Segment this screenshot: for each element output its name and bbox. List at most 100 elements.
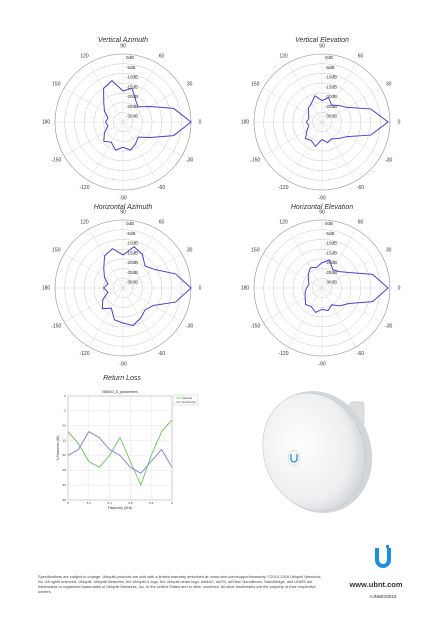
- radial-tick-label: -20dB: [126, 260, 138, 265]
- angle-tick-label: -60: [158, 185, 165, 191]
- angle-tick-label: 180: [241, 285, 250, 291]
- angle-tick-label: -150: [51, 157, 61, 163]
- y-tick-label: -15: [62, 438, 67, 442]
- y-tick-label: -20: [62, 453, 67, 457]
- angle-tick-label: -90: [318, 195, 325, 201]
- grid-spoke: [322, 229, 356, 288]
- page: Return LossNBE5G_S_parameters-35-30-25-2…: [0, 0, 433, 620]
- y-tick-label: -30: [62, 483, 67, 487]
- angle-tick-label: -150: [51, 323, 61, 329]
- angle-tick-label: 60: [358, 220, 364, 226]
- chart-title: Return Loss: [103, 375, 141, 382]
- angle-tick-label: 0: [398, 119, 401, 125]
- product-image: [246, 376, 389, 529]
- y-tick-label: -35: [62, 498, 67, 502]
- angle-tick-label: -60: [357, 185, 364, 191]
- angle-tick-label: -30: [186, 323, 193, 329]
- pattern-line: [104, 81, 191, 150]
- pattern-line: [306, 96, 389, 147]
- grid-spoke: [123, 122, 182, 156]
- angle-tick-label: 150: [52, 81, 61, 87]
- plot-area: [68, 396, 172, 500]
- legend-label: Horizontal: [182, 400, 196, 404]
- radial-tick-label: -10dB: [325, 241, 337, 246]
- grid-spoke: [123, 63, 157, 122]
- grid-spoke: [123, 288, 157, 347]
- angle-tick-label: -90: [119, 361, 126, 367]
- radial-tick-label: -5dB: [325, 231, 335, 236]
- grid-spoke: [123, 288, 182, 322]
- radial-tick-label: 0dB: [126, 55, 134, 60]
- angle-tick-label: -120: [278, 351, 288, 357]
- radial-tick-label: 0dB: [325, 221, 333, 226]
- grid-spoke: [288, 63, 322, 122]
- legal-text: Specifications are subject to change. Ub…: [38, 574, 328, 594]
- angle-tick-label: -120: [278, 185, 288, 191]
- grid-spoke: [64, 254, 123, 288]
- grid-spoke: [263, 288, 322, 322]
- radial-tick-label: -10dB: [126, 241, 138, 246]
- grid-spoke: [288, 229, 322, 288]
- x-axis-label: Frequency (GHz): [108, 506, 132, 510]
- angle-tick-label: 90: [120, 209, 126, 215]
- angle-tick-label: 150: [251, 247, 260, 253]
- x-tick-label: 5: [67, 501, 69, 505]
- radial-tick-label: -15dB: [325, 250, 337, 255]
- x-tick-label: 5.2: [87, 501, 92, 505]
- radial-tick-label: -5dB: [126, 231, 136, 236]
- angle-tick-label: -30: [385, 323, 392, 329]
- grid-spoke: [123, 229, 157, 288]
- polar-plot: Horizontal Azimuth0dB-5dB-10dB-15dB-20dB…: [42, 204, 202, 367]
- grid-spoke: [64, 122, 123, 156]
- radial-tick-label: -5dB: [126, 65, 136, 70]
- angle-tick-label: 30: [386, 81, 392, 87]
- grid-spoke: [89, 288, 123, 347]
- y-tick-label: 0: [64, 394, 66, 398]
- angle-tick-label: 0: [199, 285, 202, 291]
- angle-tick-label: 120: [279, 54, 288, 60]
- angle-tick-label: -150: [250, 157, 260, 163]
- angle-tick-label: 30: [386, 247, 392, 253]
- angle-tick-label: 180: [42, 119, 51, 125]
- polar-plot: Vertical Elevation0dB-5dB-10dB-15dB-20dB…: [241, 37, 401, 201]
- chart-subtitle: NBE5G_S_parameters: [102, 390, 138, 394]
- x-tick-label: 5.4: [108, 501, 113, 505]
- grid-spoke: [64, 88, 123, 122]
- angle-tick-label: 120: [279, 220, 288, 226]
- y-tick-label: -5: [63, 409, 66, 413]
- radial-tick-label: -10dB: [126, 75, 138, 80]
- angle-tick-label: -30: [385, 157, 392, 163]
- grid-spoke: [263, 122, 322, 156]
- angle-tick-label: 150: [251, 81, 260, 87]
- grid-spoke: [322, 288, 356, 347]
- angle-tick-label: 30: [187, 247, 193, 253]
- x-tick-label: 6: [171, 501, 173, 505]
- angle-tick-label: -60: [158, 351, 165, 357]
- angle-tick-label: 60: [358, 54, 364, 60]
- website: www.ubnt.com: [348, 580, 402, 589]
- radial-tick-label: 0dB: [325, 55, 333, 60]
- angle-tick-label: -120: [79, 185, 89, 191]
- pattern-line: [102, 247, 191, 326]
- doc-code: AJNBE20819: [369, 594, 397, 599]
- x-tick-label: 5.8: [149, 501, 154, 505]
- charts: Return LossNBE5G_S_parameters-35-30-25-2…: [0, 0, 433, 620]
- angle-tick-label: 0: [199, 119, 202, 125]
- radial-tick-label: -10dB: [325, 75, 337, 80]
- angle-tick-label: 180: [241, 119, 250, 125]
- angle-tick-label: -60: [357, 351, 364, 357]
- angle-tick-label: 30: [187, 81, 193, 87]
- grid-spoke: [263, 254, 322, 288]
- angle-tick-label: 90: [319, 43, 325, 49]
- polar-plot: Horizontal Elevation0dB-5dB-10dB-15dB-20…: [241, 204, 401, 367]
- angle-tick-label: -150: [250, 323, 260, 329]
- angle-tick-label: 180: [42, 285, 51, 291]
- angle-tick-label: -120: [79, 351, 89, 357]
- logo: [375, 545, 391, 568]
- radial-tick-label: -15dB: [325, 84, 337, 89]
- grid-spoke: [263, 88, 322, 122]
- grid-spoke: [123, 122, 157, 181]
- radial-tick-label: -20dB: [126, 94, 138, 99]
- line-chart: Return LossNBE5G_S_parameters-35-30-25-2…: [56, 375, 198, 510]
- angle-tick-label: 120: [80, 54, 89, 60]
